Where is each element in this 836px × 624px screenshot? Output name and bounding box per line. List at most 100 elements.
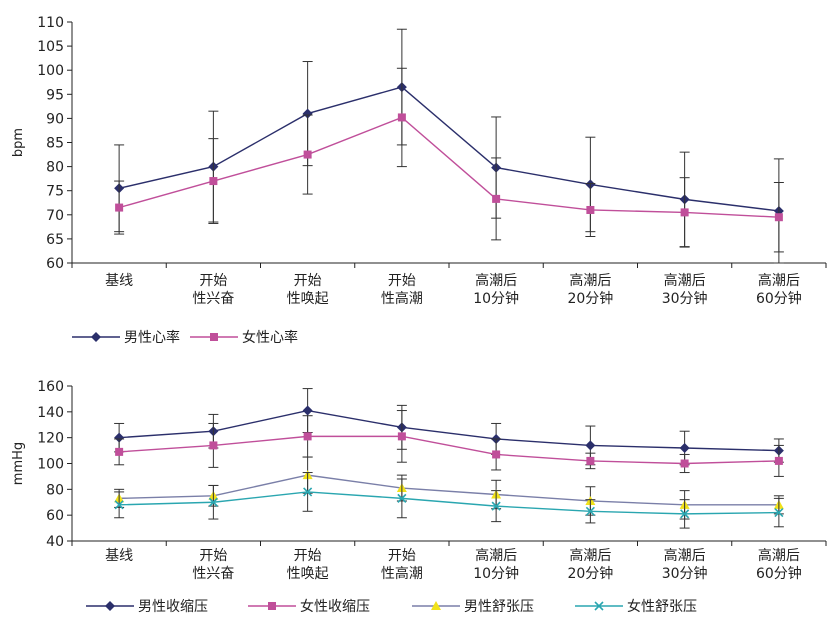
y-tick-label: 40: [46, 534, 64, 550]
x-tick-label: 高潮后 30分钟: [662, 547, 708, 582]
data-point-b: [303, 487, 313, 497]
x-tick-label: 开始性高潮: [381, 273, 423, 307]
y-tick-label: 90: [46, 111, 64, 127]
x-tick-label-line: 高潮后: [758, 547, 800, 564]
y-tick-label: 60: [46, 256, 64, 272]
data-point-b: [774, 508, 784, 518]
legend-label: 女性舒张压: [627, 598, 697, 615]
x-tick-label-line: 20分钟: [567, 565, 613, 582]
x-tick-label: 高潮后 20分钟: [567, 547, 613, 582]
y-tick-label: 60: [46, 508, 64, 524]
series-2: [114, 67, 784, 253]
data-point-b: [397, 493, 407, 503]
data-point-b: [680, 509, 690, 519]
x-tick-label: 开始性唤起: [287, 548, 329, 582]
x-tick-label-line: 10分钟: [473, 565, 519, 582]
legend-label: 男性心率: [124, 329, 180, 346]
data-point: [774, 456, 783, 465]
y-tick-label: 140: [37, 405, 64, 421]
legend-marker: [105, 601, 115, 611]
y-tick-label: 65: [46, 232, 64, 248]
legend-marker-b: [594, 601, 604, 611]
x-tick-label: 高潮后 30分钟: [662, 272, 708, 307]
x-tick-label-line: 高潮后: [664, 547, 706, 564]
x-tick-label-line: 高潮后: [664, 272, 706, 289]
x-tick-label-line: 性兴奋: [192, 291, 234, 307]
data-point: [774, 213, 783, 222]
x-tick-label-line: 30分钟: [662, 565, 708, 582]
data-point: [679, 443, 690, 453]
data-point: [492, 194, 501, 203]
x-tick-label-line: 高潮后: [569, 547, 611, 564]
x-tick-label-line: 开始: [294, 548, 322, 564]
data-point-b: [491, 501, 501, 511]
x-tick-label-line: 高潮后: [569, 272, 611, 289]
data-point: [302, 405, 313, 416]
data-point: [115, 203, 124, 212]
series-line: [119, 474, 779, 506]
data-point: [397, 113, 406, 122]
data-point: [586, 205, 595, 214]
x-tick-label-line: 60分钟: [756, 290, 802, 307]
data-point: [680, 459, 689, 468]
x-tick-label-line: 60分钟: [756, 565, 802, 582]
x-tick-label-line: 性唤起: [287, 290, 329, 307]
x-tick-label: 开始性兴奋: [192, 273, 234, 307]
x-tick-label: 开始性高潮: [381, 548, 423, 582]
x-tick-label: 高潮后 10分钟: [473, 547, 519, 582]
y-tick-label: 80: [46, 482, 64, 498]
series-4: [114, 472, 784, 529]
y-tick-label: 85: [46, 136, 64, 152]
x-tick-label-line: 高潮后: [758, 272, 800, 289]
data-point: [209, 177, 218, 186]
legend-marker: [210, 333, 218, 341]
data-point: [302, 108, 313, 119]
x-tick-label: 高潮后 60分钟: [756, 272, 802, 307]
series-line: [119, 435, 779, 465]
legend-item-4: 女性舒张压: [575, 598, 697, 615]
series-1: [114, 388, 784, 466]
legend-item-2: 女性心率: [190, 329, 298, 346]
x-tick-label: 高潮后 10分钟: [473, 272, 519, 307]
y-axis-label: mmHg: [11, 442, 26, 485]
legend-item-1: 男性收缩压: [86, 599, 208, 615]
series-line: [118, 116, 779, 218]
legend-label: 女性收缩压: [300, 598, 370, 615]
x-tick-label-line: 基线: [105, 272, 133, 289]
x-tick-label-line: 30分钟: [662, 290, 708, 307]
data-point: [303, 432, 312, 441]
y-tick-label: 75: [46, 184, 64, 200]
x-tick-label-line: 基线: [105, 547, 133, 564]
data-point-b: [208, 497, 218, 507]
series-2: [114, 410, 784, 477]
series-line: [118, 86, 779, 212]
x-tick-label-line: 开始: [199, 548, 227, 564]
data-point: [586, 456, 595, 465]
x-tick-label-line: 高潮后: [475, 272, 517, 289]
x-tick-label: 开始性唤起: [287, 273, 329, 307]
data-point: [585, 440, 596, 451]
x-tick-label: 基线: [105, 272, 133, 289]
x-tick-label: 高潮后 60分钟: [756, 547, 802, 582]
legend-marker: [268, 602, 276, 610]
legend-marker: [91, 332, 101, 342]
y-tick-label: 120: [37, 431, 64, 447]
y-tick-label: 100: [37, 457, 64, 473]
series-1: [114, 28, 784, 264]
x-tick-label-line: 性兴奋: [192, 566, 234, 582]
data-point-b: [585, 506, 595, 516]
x-tick-label: 基线: [105, 547, 133, 564]
data-point: [680, 208, 689, 217]
data-point-b: [114, 500, 124, 510]
y-tick-label: 70: [46, 208, 64, 224]
legend-label: 男性舒张压: [464, 599, 534, 615]
y-tick-label: 95: [46, 87, 64, 103]
y-axis-label: bpm: [11, 128, 26, 157]
data-point: [209, 441, 218, 450]
legend-item-1: 男性心率: [72, 329, 180, 346]
y-tick-label: 80: [46, 160, 64, 176]
x-tick-label-line: 开始: [388, 273, 416, 289]
